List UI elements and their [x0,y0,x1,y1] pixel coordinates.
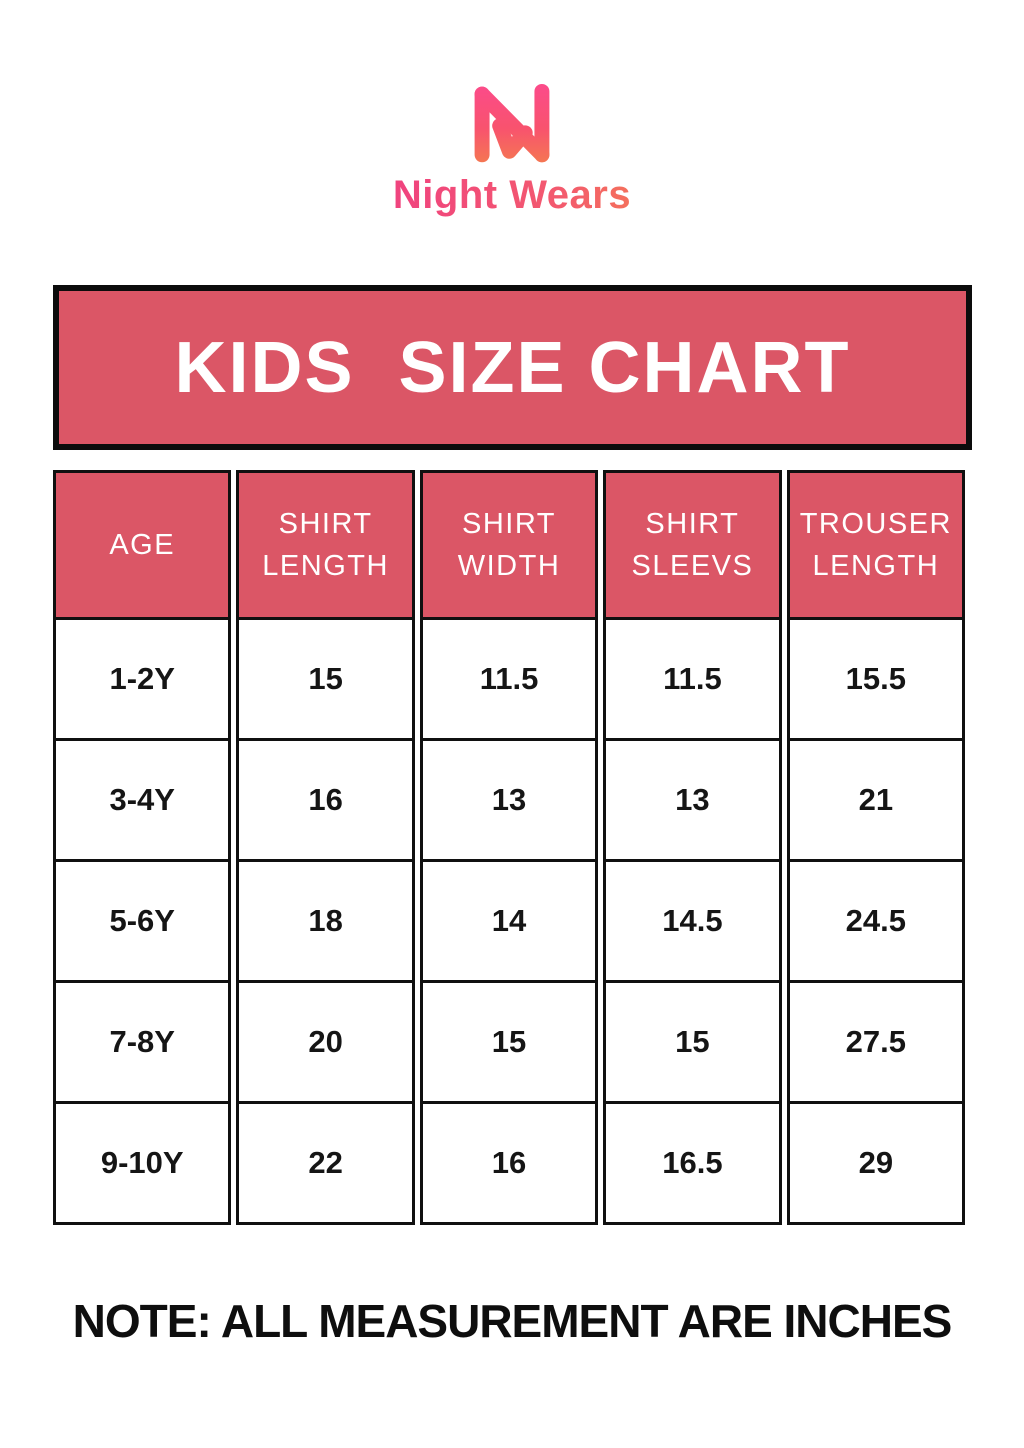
column-age: AGE 1-2Y 3-4Y 5-6Y 7-8Y 9-10Y [53,470,232,1225]
measurement-note: NOTE: ALL MEASUREMENT ARE INCHES [72,1295,953,1347]
table-cell: 21 [786,738,966,862]
row-label: 3-4Y [53,738,232,862]
column-trouser-length: TROUSER LENGTH 15.5 21 24.5 27.5 29 [786,470,966,1225]
night-wears-monogram-icon [474,83,550,163]
header-cell-trouser-length: TROUSER LENGTH [786,470,966,620]
column-shirt-sleevs: SHIRT SLEEVS 11.5 13 14.5 15 16.5 [603,470,782,1225]
table-cell: 16.5 [603,1101,782,1225]
table-cell: 13 [603,738,782,862]
column-shirt-width: SHIRT WIDTH 11.5 13 14 15 16 [419,470,599,1225]
header-cell-shirt-width: SHIRT WIDTH [419,470,599,620]
table-cell: 24.5 [786,859,966,983]
table-cell: 15 [603,980,782,1104]
table-cell: 14 [419,859,599,983]
column-shirt-length: SHIRT LENGTH 15 16 18 20 22 [236,470,415,1225]
table-cell: 15.5 [786,617,966,741]
row-label: 5-6Y [53,859,232,983]
row-label: 1-2Y [53,617,232,741]
header-cell-shirt-length: SHIRT LENGTH [236,470,415,620]
table-cell: 11.5 [603,617,782,741]
page-title: KIDS SIZE CHART [174,327,851,408]
table-cell: 29 [786,1101,966,1225]
table-cell: 22 [236,1101,415,1225]
table-cell: 15 [419,980,599,1104]
table-cell: 16 [419,1101,599,1225]
table-cell: 15 [236,617,415,741]
header-cell-shirt-sleevs: SHIRT SLEEVS [603,470,782,620]
table-cell: 11.5 [419,617,599,741]
table-cell: 14.5 [603,859,782,983]
brand-name: Night Wears [392,173,632,217]
size-table: AGE 1-2Y 3-4Y 5-6Y 7-8Y 9-10Y SHIRT LENG… [53,470,966,1225]
table-cell: 20 [236,980,415,1104]
table-cell: 18 [236,859,415,983]
title-banner: KIDS SIZE CHART [53,285,972,450]
brand-logo: Night Wears [0,80,1024,218]
table-cell: 13 [419,738,599,862]
header-cell-age: AGE [53,470,232,620]
table-cell: 27.5 [786,980,966,1104]
row-label: 9-10Y [53,1101,232,1225]
row-label: 7-8Y [53,980,232,1104]
table-cell: 16 [236,738,415,862]
